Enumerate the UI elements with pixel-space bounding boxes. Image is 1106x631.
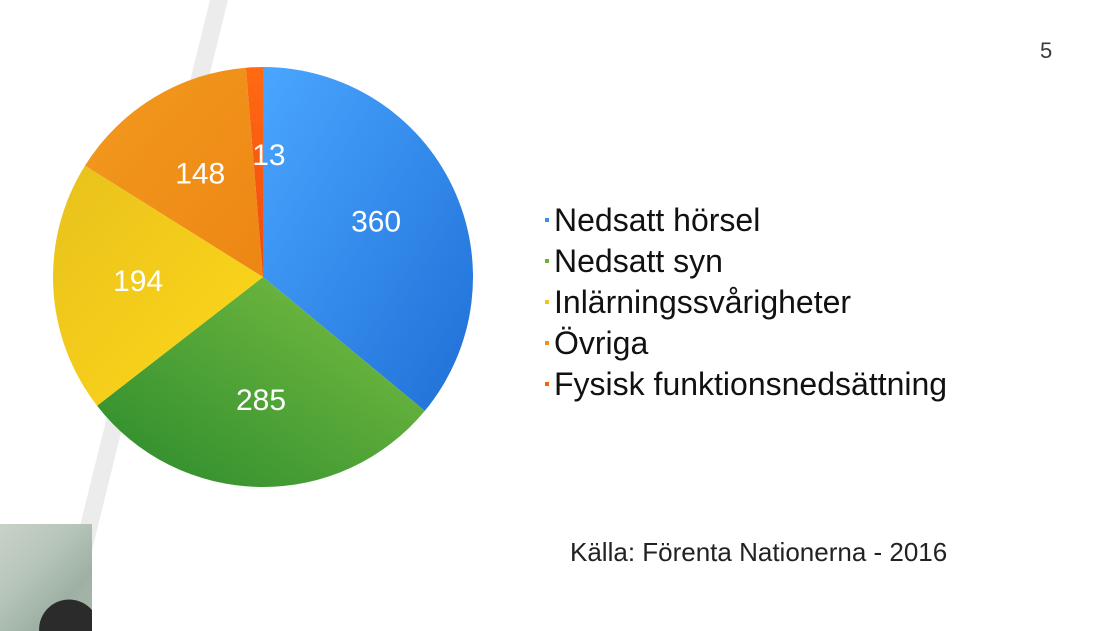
pie-slice-learning (52, 165, 263, 406)
pie-slice-hearing (263, 67, 473, 411)
legend-bullet-physical (545, 382, 549, 386)
pie-chart: 360 285 194 148 13 (52, 67, 473, 488)
webcam-shoe-shape (31, 591, 92, 631)
legend-item-physical: Fysisk funktionsnedsättning (545, 364, 947, 405)
source-citation: Källa: Förenta Nationerna - 2016 (570, 537, 948, 567)
pie-data-label-other: 148 (175, 157, 225, 190)
legend-label: Inlärningssvårigheter (554, 284, 852, 320)
legend-bullet-hearing (545, 218, 549, 222)
legend-label: Fysisk funktionsnedsättning (554, 366, 948, 402)
legend-item-hearing: Nedsatt hörsel (545, 200, 947, 241)
pie-data-label-physical: 13 (252, 139, 285, 172)
pie-data-label-vision: 285 (236, 384, 286, 417)
legend-item-other: Övriga (545, 323, 947, 364)
page-number: 5 (1040, 38, 1053, 63)
legend-bullet-vision (545, 259, 549, 263)
legend-item-vision: Nedsatt syn (545, 241, 947, 282)
legend-label: Nedsatt hörsel (554, 202, 761, 238)
legend-item-learning: Inlärningssvårigheter (545, 282, 947, 323)
chart-legend: Nedsatt hörsel Nedsatt syn Inlärningssvå… (545, 200, 947, 405)
legend-label: Övriga (554, 325, 649, 361)
legend-bullet-learning (545, 300, 549, 304)
pie-data-label-hearing: 360 (351, 206, 401, 239)
pie-data-label-learning: 194 (113, 265, 163, 298)
pie-slice-vision (97, 277, 425, 488)
webcam-thumbnail (0, 524, 92, 631)
legend-bullet-other (545, 341, 549, 345)
pie-slice-other (84, 67, 263, 277)
pie-slice-physical (245, 67, 263, 277)
legend-label: Nedsatt syn (554, 243, 723, 279)
